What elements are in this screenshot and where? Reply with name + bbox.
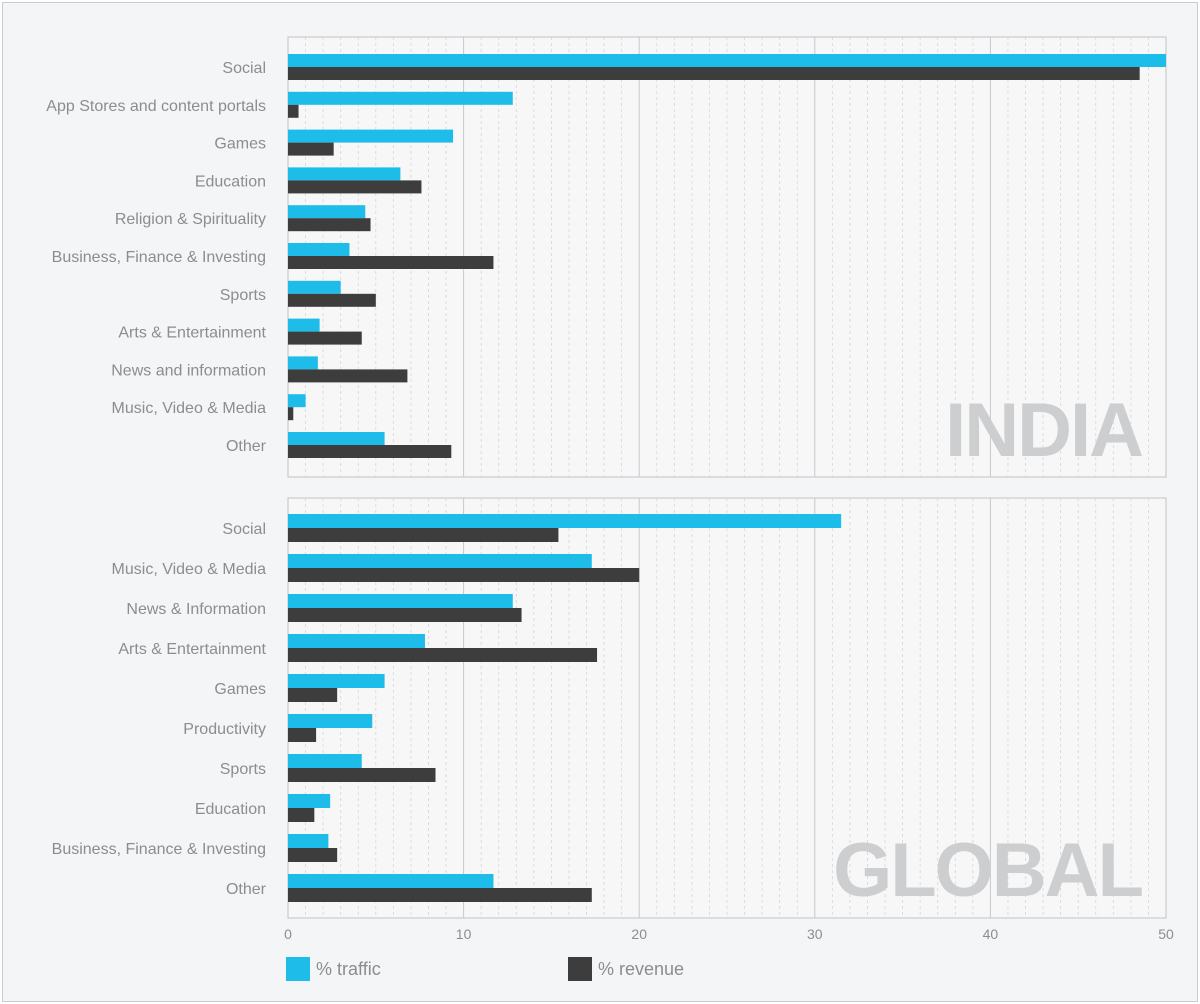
- revenue-bar: [288, 648, 598, 662]
- category-label: Business, Finance & Investing: [52, 841, 266, 858]
- traffic-bar: [288, 594, 513, 608]
- revenue-bar: [288, 67, 1140, 80]
- revenue-bar: [288, 293, 376, 307]
- category-label: Other: [226, 438, 267, 455]
- traffic-bar: [288, 834, 329, 848]
- traffic-bar: [288, 432, 385, 445]
- x-tick-label: 10: [456, 926, 472, 942]
- category-label: Education: [195, 173, 266, 190]
- revenue-bar: [288, 768, 436, 782]
- traffic-bar: [288, 554, 592, 568]
- traffic-bar: [288, 356, 318, 370]
- traffic-bar: [288, 129, 454, 143]
- legend-swatch-revenue: [568, 957, 592, 981]
- category-label: Social: [222, 521, 266, 538]
- x-tick-label: 30: [807, 926, 823, 942]
- revenue-bar: [288, 888, 592, 902]
- traffic-bar: [288, 394, 306, 408]
- traffic-bar: [288, 280, 341, 294]
- revenue-bar: [288, 407, 294, 421]
- traffic-bar: [288, 714, 373, 728]
- revenue-bar: [288, 369, 408, 383]
- category-label: Music, Video & Media: [112, 400, 267, 417]
- revenue-bar: [288, 218, 371, 232]
- x-tick-label: 50: [1158, 926, 1174, 942]
- revenue-bar: [288, 445, 452, 458]
- revenue-bar: [288, 256, 494, 269]
- traffic-bar: [288, 243, 350, 256]
- category-label: News & Information: [126, 601, 266, 618]
- traffic-bar: [288, 167, 401, 181]
- revenue-bar: [288, 142, 334, 156]
- category-label: Sports: [220, 761, 266, 778]
- traffic-bar: [288, 754, 362, 768]
- panel-watermark-global: GLOBAL: [833, 828, 1142, 913]
- revenue-bar: [288, 688, 338, 702]
- revenue-bar: [288, 608, 522, 622]
- category-label: Sports: [220, 287, 266, 304]
- x-tick-label: 0: [284, 926, 292, 942]
- traffic-bar: [288, 674, 385, 688]
- category-label: Religion & Spirituality: [115, 211, 266, 228]
- revenue-bar: [288, 528, 559, 542]
- category-label: Games: [214, 136, 266, 153]
- revenue-bar: [288, 180, 422, 194]
- revenue-bar: [288, 808, 315, 822]
- traffic-bar: [288, 514, 842, 528]
- category-label: Social: [222, 60, 266, 77]
- traffic-bar: [288, 205, 366, 219]
- traffic-bar: [288, 874, 494, 888]
- revenue-bar: [288, 331, 362, 345]
- category-label: Arts & Entertainment: [118, 641, 266, 658]
- panel-watermark-india: INDIA: [945, 388, 1142, 473]
- traffic-bar: [288, 318, 320, 332]
- category-label: App Stores and content portals: [46, 98, 266, 115]
- category-label: News and information: [111, 362, 266, 379]
- traffic-bar: [288, 634, 425, 648]
- revenue-bar: [288, 104, 299, 118]
- traffic-bar: [288, 91, 513, 105]
- revenue-bar: [288, 728, 317, 742]
- traffic-bar: [288, 54, 1166, 67]
- x-tick-label: 40: [983, 926, 999, 942]
- legend-label-traffic: % traffic: [316, 959, 381, 979]
- category-label: Business, Finance & Investing: [52, 249, 266, 266]
- revenue-bar: [288, 568, 640, 582]
- revenue-bar: [288, 848, 338, 862]
- category-label: Education: [195, 801, 266, 818]
- legend-swatch-traffic: [286, 957, 310, 981]
- category-label: Music, Video & Media: [112, 561, 267, 578]
- category-label: Games: [214, 681, 266, 698]
- category-label: Arts & Entertainment: [118, 325, 266, 342]
- category-label: Other: [226, 881, 267, 898]
- traffic-bar: [288, 794, 331, 808]
- legend-label-revenue: % revenue: [598, 959, 684, 979]
- x-tick-label: 20: [631, 926, 647, 942]
- category-label: Productivity: [183, 721, 266, 738]
